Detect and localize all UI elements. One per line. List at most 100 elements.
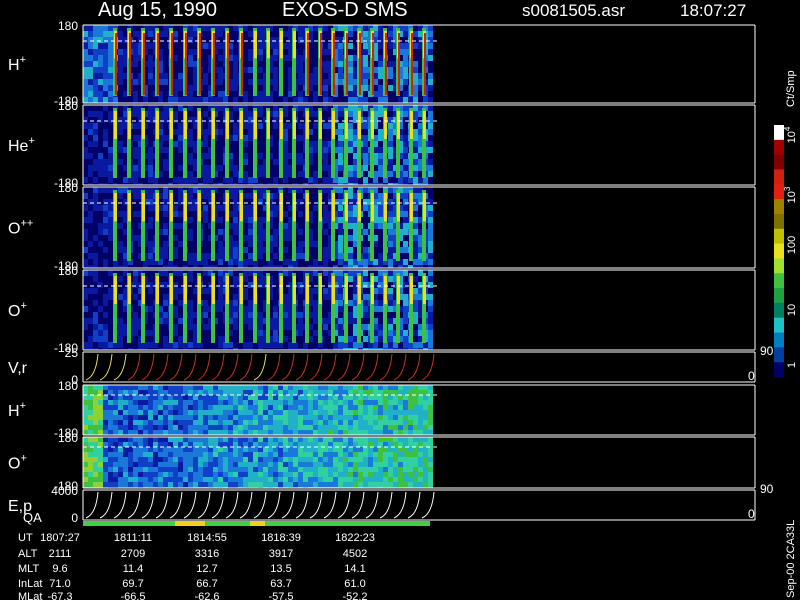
spectrogram-cell (338, 410, 343, 415)
spectrogram-cell (253, 348, 258, 350)
spectrogram-cell (193, 312, 198, 318)
spectrogram-cell (288, 312, 293, 318)
spectrogram-cell (328, 129, 333, 135)
spectrogram-cell (83, 153, 88, 159)
spectrogram-cell (268, 405, 273, 410)
spectrogram-cell (403, 217, 408, 223)
spectrogram-cell (138, 105, 143, 111)
spectrogram-cell (188, 165, 193, 171)
spectrogram-cell (153, 177, 158, 183)
spectrogram-cell (103, 282, 108, 288)
spectrogram-cell (133, 79, 138, 85)
spectrogram-cell (343, 177, 348, 183)
spectrogram-cell (133, 55, 138, 61)
spectrogram-cell (328, 312, 333, 318)
spectrogram-cell (288, 306, 293, 312)
spectrogram-cell (288, 265, 293, 268)
spectrogram-cell (368, 177, 373, 183)
trace (225, 353, 239, 381)
spectrogram-cell (298, 405, 303, 410)
spectrogram-cell (348, 385, 353, 390)
spectrogram-cell (118, 342, 123, 348)
spectrogram-cell (173, 105, 178, 111)
spectrogram-cell (228, 312, 233, 318)
spectrogram-cell (313, 390, 318, 395)
spectrogram-cell (118, 241, 123, 247)
trace (281, 353, 295, 381)
ion-streak (128, 276, 131, 304)
spectrogram-cell (353, 282, 358, 288)
spectrogram-cell (218, 259, 223, 265)
spectrogram-cell (233, 211, 238, 217)
spectrogram-cell (148, 91, 153, 97)
spectrogram-cell (283, 276, 288, 282)
spectrogram-cell (308, 336, 313, 342)
spectrogram-cell (268, 97, 273, 103)
spectrogram-cell (123, 447, 128, 452)
ion-streak (307, 33, 309, 95)
spectrogram-cell (158, 247, 163, 253)
spectrogram-cell (408, 400, 413, 405)
spectrogram-cell (83, 55, 88, 61)
spectrogram-cell (388, 300, 393, 306)
spectrogram-cell (423, 405, 428, 410)
spectrogram-cell (298, 306, 303, 312)
ion-streak (213, 33, 215, 95)
spectrogram-cell (253, 420, 258, 425)
spectrogram-cell (313, 270, 318, 276)
spectrogram-cell (118, 294, 123, 300)
spectrogram-cell (123, 342, 128, 348)
spectrogram-cell (173, 199, 178, 205)
spectrogram-cell (288, 159, 293, 165)
spectrogram-cell (413, 324, 418, 330)
spectrogram-cell (333, 135, 338, 141)
spectrogram-cell (388, 183, 393, 185)
spectrogram-cell (298, 73, 303, 79)
spectrogram-cell (213, 55, 218, 61)
ion-streak (266, 273, 270, 343)
spectrogram-cell (358, 425, 363, 430)
spectrogram-cell (398, 276, 403, 282)
spectrogram-cell (228, 129, 233, 135)
spectrogram-cell (88, 97, 93, 103)
spectrogram-cell (158, 420, 163, 425)
spectrogram-cell (278, 390, 283, 395)
spectrogram-cell (413, 171, 418, 177)
spectrogram-cell (208, 217, 213, 223)
spectrogram-cell (158, 49, 163, 55)
spectrogram-cell (338, 288, 343, 294)
spectrogram-cell (183, 410, 188, 415)
spectrogram-cell (243, 229, 248, 235)
spectrogram-cell (333, 276, 338, 282)
spectrogram-cell (203, 199, 208, 205)
spectrogram-cell (393, 205, 398, 211)
spectrogram-cell (378, 235, 383, 241)
spectrogram-cell (118, 442, 123, 447)
spectrogram-cell (338, 259, 343, 265)
spectrogram-cell (93, 43, 98, 49)
spectrogram-cell (348, 390, 353, 395)
spectrogram-cell (103, 55, 108, 61)
spectrogram-cell (178, 49, 183, 55)
spectrogram-cell (363, 111, 368, 117)
spectrogram-cell (213, 282, 218, 288)
spectrogram-cell (243, 43, 248, 49)
spectrogram-cell (163, 61, 168, 67)
spectrogram-cell (123, 205, 128, 211)
spectrogram-cell (258, 111, 263, 117)
spectrogram-cell (108, 111, 113, 117)
spectrogram-cell (348, 67, 353, 73)
spectrogram-cell (313, 91, 318, 97)
spectrogram-cell (323, 336, 328, 342)
spectrogram-cell (298, 312, 303, 318)
spectrogram-cell (338, 117, 343, 123)
spectrogram-cell (353, 91, 358, 97)
spectrogram-cell (263, 410, 268, 415)
ion-streak (410, 111, 413, 139)
spectrogram-cell (123, 135, 128, 141)
spectrogram-cell (118, 410, 123, 415)
spectrogram-cell (388, 217, 393, 223)
trace (267, 353, 281, 381)
spectrogram-cell (203, 306, 208, 312)
spectrogram-cell (393, 390, 398, 395)
